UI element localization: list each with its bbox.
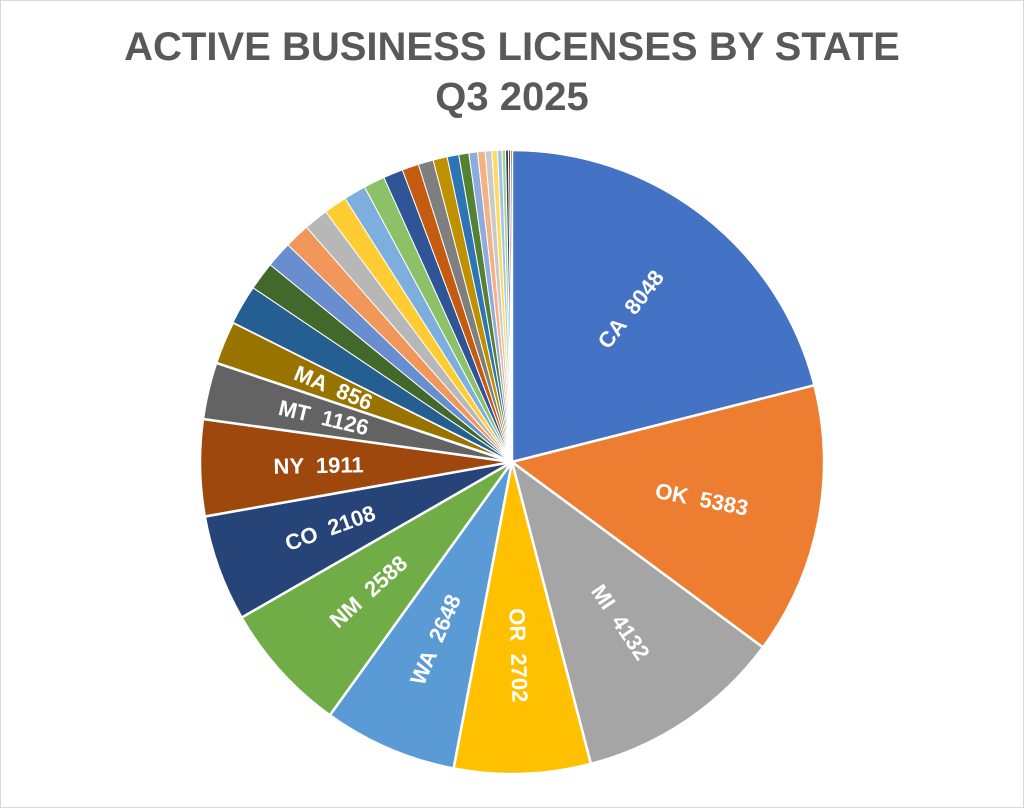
pie-slices bbox=[198, 148, 826, 776]
pie-slice-mi bbox=[509, 458, 765, 766]
pie-slice-ca bbox=[510, 148, 816, 464]
pie-slice-or bbox=[452, 461, 593, 776]
data-label-or: OR 2702 bbox=[504, 608, 532, 703]
chart-title-line-1: ACTIVE BUSINESS LICENSES BY STATE bbox=[124, 25, 900, 69]
pie-slice-ok bbox=[509, 383, 826, 650]
pie-slice-32 bbox=[509, 149, 513, 463]
pie-slice-wa bbox=[328, 461, 514, 770]
pie-slice-nm bbox=[239, 460, 514, 718]
data-label-ny: NY 1911 bbox=[273, 452, 364, 479]
chart-title-line-2: Q3 2025 bbox=[435, 75, 589, 119]
chart-title: ACTIVE BUSINESS LICENSES BY STATE Q3 202… bbox=[0, 22, 1024, 122]
